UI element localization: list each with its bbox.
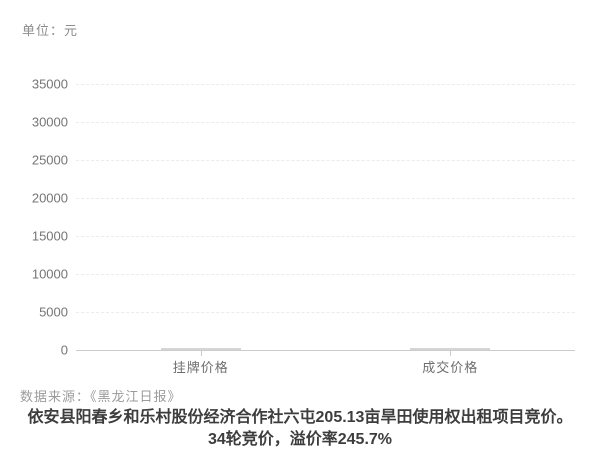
chart-caption: 依安县阳春乡和乐村股份经济合作社六屯205.13亩旱田使用权出租项目竞价。 34… bbox=[0, 407, 600, 451]
y-axis-tick-label: 35000 bbox=[31, 76, 68, 92]
bar-chart: 0 5000 10000 15000 20000 25000 30000 35000 挂牌价格 成… bbox=[32, 77, 575, 375]
gridline bbox=[76, 312, 575, 313]
y-axis-tick-label: 25000 bbox=[31, 152, 68, 168]
y-axis-tick-label: 10000 bbox=[31, 266, 68, 282]
caption-line-1: 依安县阳春乡和乐村股份经济合作社六屯205.13亩旱田使用权出租项目竞价。 bbox=[27, 409, 573, 426]
x-axis-category-label: 挂牌价格 bbox=[172, 360, 229, 375]
bar bbox=[410, 348, 491, 350]
y-axis-tick-label: 30000 bbox=[31, 114, 68, 130]
x-axis-line bbox=[76, 350, 575, 351]
gridline bbox=[76, 122, 575, 123]
y-axis-tick-label: 0 bbox=[60, 342, 68, 358]
gridline bbox=[76, 236, 575, 237]
y-axis-tick-label: 5000 bbox=[39, 304, 68, 320]
gridline bbox=[76, 198, 575, 199]
data-source-label: 数据来源：《黑龙江日报》 bbox=[20, 389, 182, 404]
plot-area: 0 5000 10000 15000 20000 25000 30000 35000 挂牌价格 成… bbox=[32, 77, 575, 375]
bar bbox=[160, 348, 241, 350]
y-axis-tick-label: 15000 bbox=[31, 228, 68, 244]
x-axis-tick bbox=[200, 351, 202, 356]
gridline bbox=[76, 274, 575, 275]
unit-label: 单位：元 bbox=[22, 23, 79, 38]
gridline bbox=[76, 84, 575, 85]
x-axis-tick bbox=[450, 351, 452, 356]
y-axis-tick-label: 20000 bbox=[31, 190, 68, 206]
caption-line-2: 34轮竞价，溢价率245.7% bbox=[207, 431, 393, 448]
gridline bbox=[76, 160, 575, 161]
x-axis-category-label: 成交价格 bbox=[422, 360, 479, 375]
